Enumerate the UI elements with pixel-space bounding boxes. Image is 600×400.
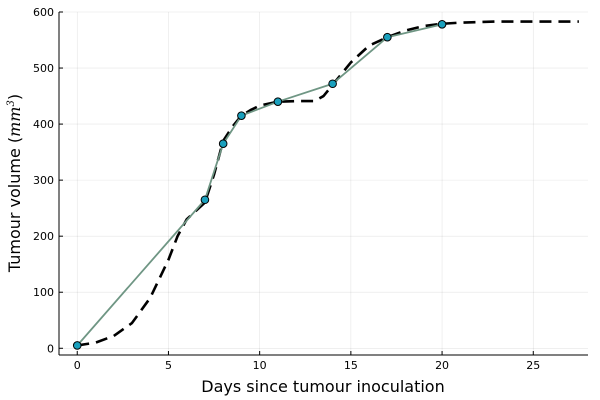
y-axis-label-exponent: 3 (6, 100, 17, 106)
grid (59, 11, 588, 355)
y-tick-label: 0 (47, 342, 54, 355)
plot-area (72, 20, 579, 350)
y-axis-label-prefix: Tumour volume ( (5, 137, 24, 273)
y-tick-label: 400 (33, 118, 54, 131)
data-point-marker (383, 32, 392, 42)
x-tick-label: 25 (526, 359, 540, 372)
y-tick-label: 100 (33, 286, 54, 299)
y-axis-label-suffix: ) (5, 94, 24, 100)
y-axis-label-unit: mm (5, 107, 24, 137)
y-axis-label: Tumour volume (mm3) (5, 94, 24, 273)
data-point-marker (328, 79, 337, 89)
x-tick-label: 0 (74, 359, 81, 372)
y-tick-label: 300 (33, 174, 54, 187)
data-point-marker (218, 139, 228, 149)
x-tick-label: 10 (253, 359, 267, 372)
model-fit-dashed-line (77, 20, 579, 347)
y-tick-label: 600 (33, 6, 54, 19)
y-tick-label: 200 (33, 230, 54, 243)
x-tick-label: 20 (435, 359, 449, 372)
x-tick-label: 15 (344, 359, 358, 372)
data-point-marker (237, 111, 246, 120)
data-point-marker (437, 20, 447, 29)
y-tick-label: 500 (33, 62, 54, 75)
x-tick-label: 5 (165, 359, 172, 372)
data-point-marker (273, 97, 283, 106)
x-axis-label: Days since tumour inoculation (201, 377, 444, 396)
data-point-marker (72, 341, 82, 350)
data-point-marker (200, 195, 210, 205)
axes: 0 5 10 15 20 25 0 100 200 300 400 500 600 (33, 6, 588, 372)
observed-data-line (76, 23, 443, 347)
